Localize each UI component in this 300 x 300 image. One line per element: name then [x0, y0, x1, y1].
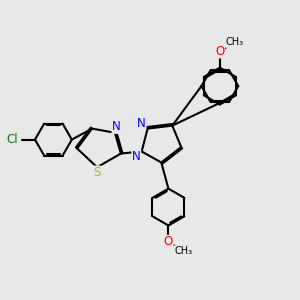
Text: Cl: Cl	[6, 133, 18, 146]
Text: O: O	[164, 235, 173, 248]
Text: N: N	[137, 117, 146, 130]
Text: CH₃: CH₃	[174, 246, 192, 256]
Text: N: N	[112, 120, 121, 133]
Text: S: S	[93, 166, 101, 179]
Text: N: N	[132, 150, 141, 163]
Text: CH₃: CH₃	[226, 38, 244, 47]
Text: O: O	[215, 45, 224, 58]
